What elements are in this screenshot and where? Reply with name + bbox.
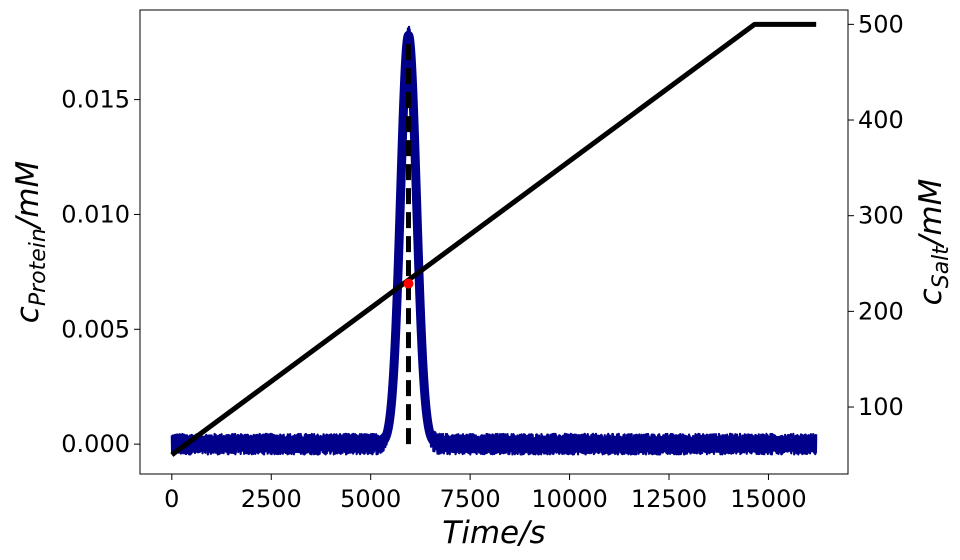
y-right-label-sub: Salt: [929, 245, 954, 289]
x-axis-label: Time/s: [442, 515, 545, 551]
x-tick-label: 0: [164, 485, 179, 513]
protein-series-line: [170, 25, 818, 456]
x-tick-label: 12500: [631, 485, 707, 513]
plot-frame: [139, 9, 849, 475]
y-left-tick-label: 0.015: [61, 86, 130, 114]
y-right-tick-label: 300: [858, 202, 904, 230]
tick-layer: 0 2500 5000 7500 10000 12500 15000 0.000 0.005 0.…: [61, 10, 904, 513]
x-tick-label: 7500: [440, 485, 501, 513]
intersection-point: [403, 278, 414, 289]
y-left-label-unit: /mM: [10, 161, 46, 231]
y-right-label-unit: /mM: [913, 179, 949, 249]
protein-peak-line: [364, 30, 453, 449]
y-right-tick-label: 100: [858, 393, 904, 421]
plot-layer: [170, 21, 818, 457]
y-left-label-base: c: [10, 306, 46, 323]
y-right-tick-label: 400: [858, 106, 904, 134]
x-tick-label: 15000: [730, 485, 806, 513]
y-right-tick-label: 500: [858, 10, 904, 38]
x-tick-label: 10000: [531, 485, 607, 513]
y-left-tick-label: 0.010: [61, 200, 130, 228]
y-left-tick-label: 0.005: [61, 315, 130, 343]
y-axis-left-label: cProtein/mM: [10, 161, 51, 323]
y-right-label-base: c: [913, 288, 949, 305]
x-tick-label: 2500: [241, 485, 302, 513]
y-axis-right-label: cSalt/mM: [913, 179, 954, 306]
salt-series-line: [170, 21, 817, 457]
y-left-tick-label: 0.000: [61, 430, 130, 458]
x-tick-label: 5000: [340, 485, 401, 513]
y-right-tick-label: 200: [858, 297, 904, 325]
series-group: [170, 21, 818, 457]
y-left-label-sub: Protein: [26, 228, 51, 306]
